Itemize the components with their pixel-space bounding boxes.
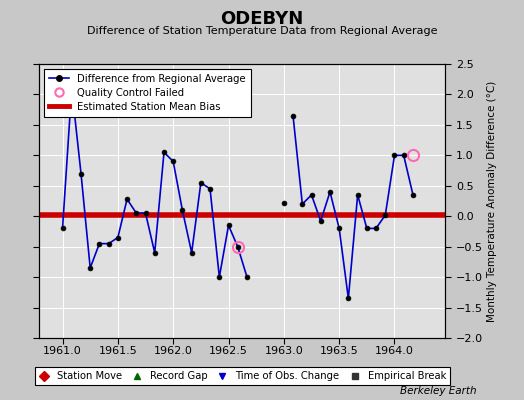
Y-axis label: Monthly Temperature Anomaly Difference (°C): Monthly Temperature Anomaly Difference (… [487, 80, 497, 322]
Text: ODEBYN: ODEBYN [221, 10, 303, 28]
Text: Berkeley Earth: Berkeley Earth [400, 386, 477, 396]
Legend: Station Move, Record Gap, Time of Obs. Change, Empirical Break: Station Move, Record Gap, Time of Obs. C… [35, 367, 450, 385]
Text: Difference of Station Temperature Data from Regional Average: Difference of Station Temperature Data f… [87, 26, 437, 36]
